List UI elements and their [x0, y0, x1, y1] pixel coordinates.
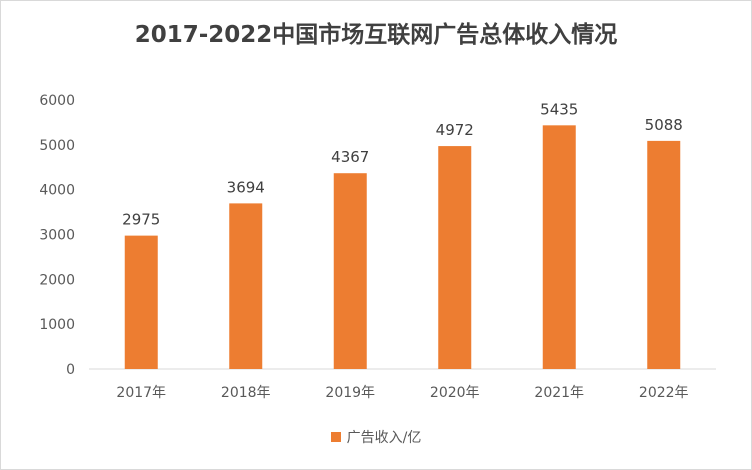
- y-tick-label: 5000: [39, 138, 75, 154]
- x-tick-label: 2022年: [639, 385, 689, 401]
- legend-swatch: [330, 432, 341, 442]
- y-tick-label: 0: [66, 362, 75, 378]
- bar: [542, 125, 576, 369]
- x-tick-label: 2019年: [325, 385, 375, 401]
- data-label: 4367: [331, 148, 369, 166]
- data-label: 3694: [227, 178, 265, 196]
- bar: [647, 140, 681, 369]
- y-tick-label: 2000: [39, 272, 75, 288]
- bar: [438, 146, 472, 369]
- data-label: 4972: [436, 121, 474, 139]
- bar: [333, 173, 367, 369]
- y-tick-label: 3000: [39, 228, 75, 244]
- legend-label: 广告收入/亿: [346, 430, 422, 446]
- bar: [124, 235, 158, 369]
- y-tick-label: 6000: [39, 93, 75, 109]
- x-tick-label: 2020年: [430, 385, 480, 401]
- x-tick-label: 2018年: [221, 385, 271, 401]
- data-label: 2975: [122, 211, 160, 229]
- y-tick-label: 4000: [39, 183, 75, 199]
- x-tick-label: 2021年: [534, 385, 584, 401]
- data-label: 5088: [645, 116, 683, 134]
- legend: 广告收入/亿: [1, 427, 751, 447]
- y-tick-label: 1000: [39, 317, 75, 333]
- x-tick-label: 2017年: [116, 385, 166, 401]
- chart-title: 2017-2022中国市场互联网广告总体收入情况: [134, 22, 618, 48]
- bar: [229, 203, 263, 369]
- data-label: 5435: [540, 100, 578, 118]
